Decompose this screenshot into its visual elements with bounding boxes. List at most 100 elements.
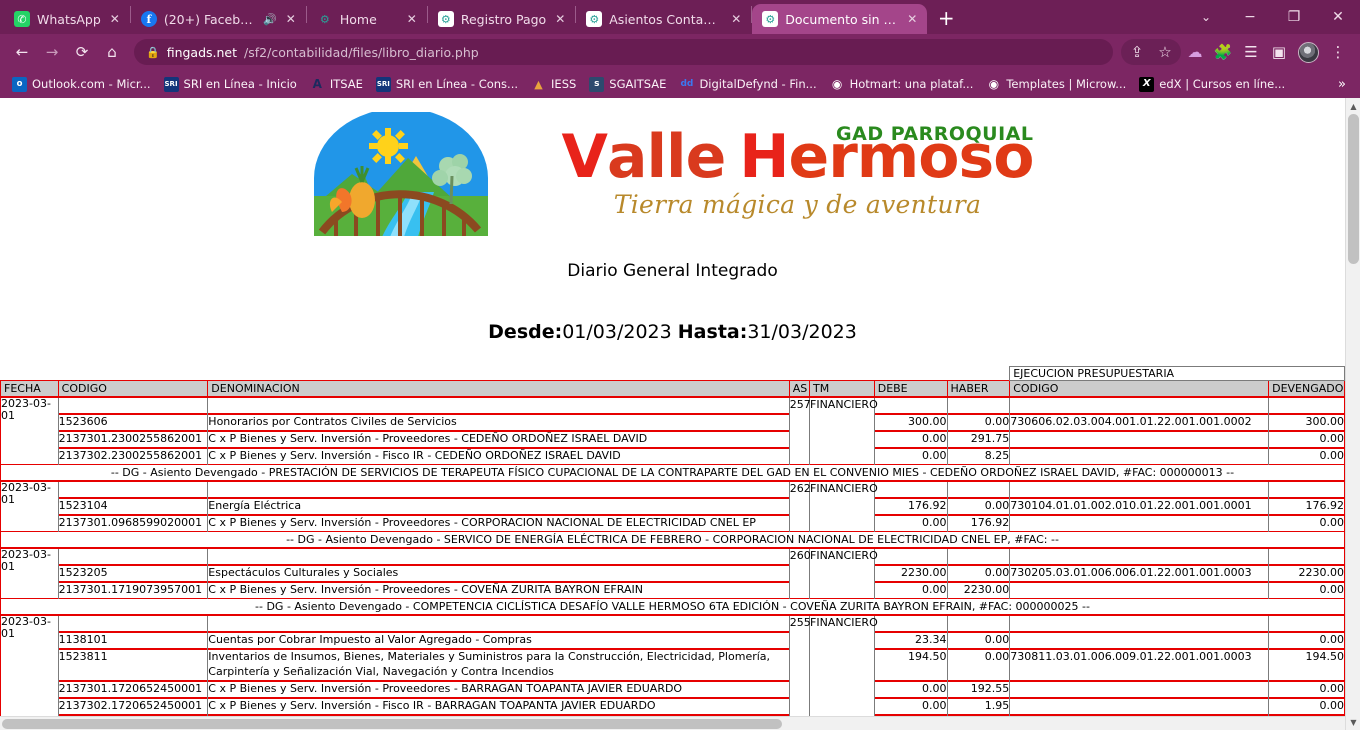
scroll-up-arrow-icon[interactable]: ▲ [1350,101,1357,111]
bookmark-itsae[interactable]: A ITSAE [306,77,372,92]
cell-as: 260 [788,547,811,599]
minimize-button[interactable]: − [1244,9,1256,25]
ledger-cell: Energía Eléctrica [208,497,789,515]
horizontal-scrollbar[interactable] [0,716,1345,730]
hscrollbar-thumb[interactable] [2,719,782,729]
edx-icon: X [1139,76,1155,92]
tab-label: Asientos Contables [609,11,723,27]
side-panel-icon[interactable]: ▣ [1271,43,1287,61]
cell-ep-codigo-group: 730811.03.01.006.009.01.22.001.001.0003 [1009,614,1270,730]
ledger-cell: 1.95 [947,697,1010,715]
close-window-button[interactable]: ✕ [1332,9,1344,25]
address-bar[interactable]: 🔒 fingads.net/sf2/contabilidad/files/lib… [134,39,1113,65]
window-controls: ⌄ − ❐ ✕ [1184,0,1360,34]
bookmark-label: Hotmart: una plataf... [849,77,974,91]
bookmark-templates[interactable]: ◉ Templates | Microw... [982,77,1135,92]
tab-registro-pago[interactable]: ⚙ Registro Pago ✕ [428,4,575,34]
home-icon[interactable]: ⌂ [107,43,117,61]
tab-search-chevron-icon[interactable]: ⌄ [1200,10,1212,24]
devengado-lines: 300.00 0.00 0.00 [1269,398,1344,464]
ledger-cell: C x P Bienes y Serv. Inversión - Fisco I… [208,447,789,464]
ledger-cell: 2137301.1720652450001 [58,680,208,698]
reading-list-icon[interactable]: ☰ [1244,43,1258,61]
ledger-cell: 2230.00 [947,581,1010,598]
ledger-cell: C x P Bienes y Serv. Inversión - Fisco I… [208,697,789,715]
tab-close-icon[interactable]: ✕ [109,12,120,26]
back-icon[interactable]: ← [15,43,29,61]
range-to-value: 31/03/2023 [747,321,857,343]
bookmark-star-icon[interactable]: ☆ [1158,43,1172,61]
ledger-cell: Cuentas por Cobrar Impuesto al Valor Agr… [208,631,789,649]
tab-whatsapp[interactable]: ✆ WhatsApp ✕ [4,4,130,34]
cell-debe-group: 300.00 0.00 0.00 [873,396,948,465]
tab-close-icon[interactable]: ✕ [731,12,742,26]
bookmark-edx[interactable]: X edX | Cursos en líne... [1135,76,1294,92]
ledger-cell: 730811.03.01.006.009.01.22.001.001.0003 [1010,648,1269,681]
ledger-cell: Espectáculos Culturales y Sociales [208,564,789,582]
ledger-cell: 176.92 [947,514,1010,531]
bookmark-sri-inicio[interactable]: SRI SRI en Línea - Inicio [160,76,306,92]
extensions-puzzle-icon[interactable]: 🧩 [1213,43,1233,61]
ledger-cell: 0.00 [1269,581,1344,598]
bookmark-label: edX | Cursos en líne... [1159,77,1286,91]
haber-lines: 0.00 2230.00 [947,549,1010,598]
brand-subtitle: Tierra mágica y de aventura [613,189,982,219]
bookmark-digitaldefynd[interactable]: dd DigitalDefynd - Fin... [675,77,825,92]
color-cloud-icon[interactable]: ☁ [1187,43,1203,61]
tab-divider [305,5,307,23]
scrollbar-thumb[interactable] [1348,114,1359,264]
vertical-scrollbar[interactable]: ▲ ▼ [1345,98,1360,730]
bookmark-sri-consultas[interactable]: SRI SRI en Línea - Cons... [372,76,527,92]
scroll-down-arrow-icon[interactable]: ▼ [1350,717,1357,727]
cell-fecha: 2023-03- 01 [0,480,59,532]
bookmarks-overflow-button[interactable]: » [1338,76,1346,92]
tab-close-icon[interactable]: ✕ [285,12,296,26]
new-tab-button[interactable]: + [937,6,955,30]
tab-documento-sin-titulo[interactable]: ⚙ Documento sin título ✕ [752,4,928,34]
tab-close-icon[interactable]: ✕ [406,12,417,26]
tab-facebook[interactable]: f (20+) Facebook 🔊 ✕ [131,4,306,34]
ledger-cell [1010,430,1269,448]
templates-icon: ◉ [988,77,1000,91]
brand-gad-parroquial: GAD PARROQUIAL [836,123,1034,146]
ep-codigo-lines: 730104.01.01.002.010.01.22.001.001.0001 [1010,482,1269,531]
ledger-cell: Honorarios por Contratos Civiles de Serv… [208,413,789,431]
ledger-cell: 0.00 [1269,697,1344,715]
tab-close-icon[interactable]: ✕ [907,12,918,26]
forward-icon[interactable]: → [45,43,59,61]
ledger-cell [1010,447,1269,464]
ledger-cell: 0.00 [947,631,1010,649]
tab-close-icon[interactable]: ✕ [555,12,566,26]
bookmark-sgaitsae[interactable]: s SGAITSAE [585,76,675,92]
col-haber: HABER [946,380,1011,398]
bookmark-label: Templates | Microw... [1006,77,1127,91]
profile-avatar[interactable] [1298,41,1319,63]
note-text: -- DG - Asiento Devengado - PRESTACIÓN D… [0,464,1345,482]
url-host: fingads.net [166,44,238,60]
tab-home[interactable]: ⚙ Home ✕ [307,4,427,34]
bookmark-hotmart[interactable]: ◉ Hotmart: una plataf... [826,77,983,92]
tab-asientos-contables[interactable]: ⚙ Asientos Contables ✕ [576,4,751,34]
bookmark-iess[interactable]: ▲ IESS [527,77,585,92]
cell-codigo-group: 1523104 2137301.0968599020001 [57,480,209,532]
share-icon[interactable]: ⇪ [1130,43,1144,61]
gear-icon: ⚙ [762,11,779,27]
debe-lines: 2230.00 0.00 [874,549,947,598]
maximize-button[interactable]: ❐ [1287,9,1301,25]
tab-mute-icon[interactable]: 🔊 [263,12,277,26]
bookmark-outlook[interactable]: o Outlook.com - Micr... [8,76,160,92]
column-header-row: FECHA CODIGO DENOMINACION AS TM DEBE HAB… [0,380,1345,398]
ledger-cell: 0.00 [1269,430,1344,448]
ledger-cell: 194.50 [874,648,947,681]
menu-kebab-icon[interactable]: ⋮ [1330,43,1346,61]
ledger-cell: 2137302.2300255862001 [58,447,208,464]
reload-icon[interactable]: ⟳ [75,43,89,61]
ledger-block: 2023-03- 01 1138101 1523811 2137301.1720652… [0,614,1345,730]
toolbar-actions: ⇪ ☆ ☁ 🧩 ☰ ▣ ⋮ [1121,38,1352,66]
ledger-block-note: -- DG - Asiento Devengado - PRESTACIÓN D… [0,464,1345,482]
ledger-cell: 730104.01.01.002.010.01.22.001.001.0001 [1010,497,1269,515]
